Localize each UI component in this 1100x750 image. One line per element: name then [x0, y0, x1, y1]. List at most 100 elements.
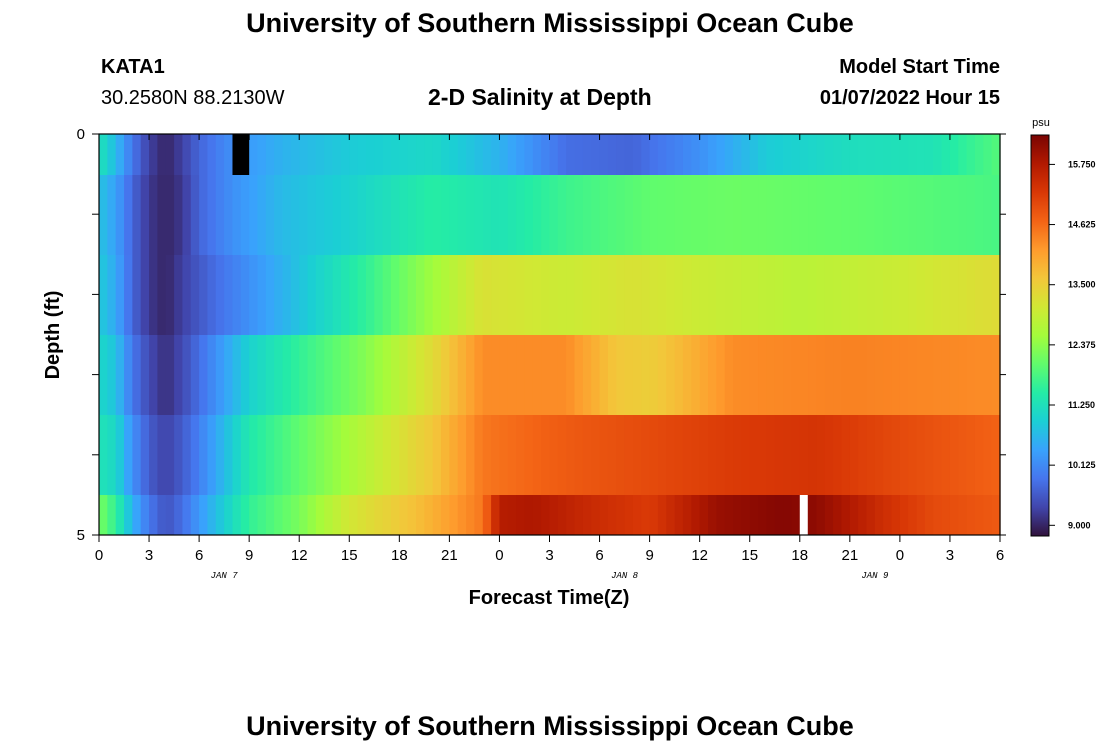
heatmap-cell — [190, 495, 200, 535]
heatmap-cell — [816, 415, 826, 495]
heatmap-cell — [657, 134, 667, 175]
heatmap-cell — [958, 255, 968, 335]
heatmap-cell — [641, 255, 651, 335]
station-id: KATA1 — [101, 56, 165, 78]
heatmap-cell — [349, 134, 359, 175]
heatmap-cell — [549, 255, 559, 335]
heatmap-cell — [708, 134, 717, 175]
heatmap-cell — [983, 415, 993, 495]
heatmap-cell — [399, 175, 409, 255]
heatmap-cell — [349, 175, 359, 255]
heatmap-cell — [933, 255, 943, 335]
heatmap-cell — [190, 175, 200, 255]
heatmap-cell — [416, 255, 425, 335]
heatmap-cell — [641, 335, 651, 415]
heatmap-cell — [641, 415, 651, 495]
heatmap-cell — [599, 415, 609, 495]
x-tick-label: 18 — [391, 547, 408, 564]
heatmap-cell — [149, 175, 158, 255]
heatmap-cell — [115, 495, 125, 535]
heatmap-cell — [741, 255, 751, 335]
heatmap-cell — [390, 175, 400, 255]
heatmap-cell — [733, 495, 742, 535]
heatmap-cell — [941, 175, 951, 255]
heatmap-cell — [332, 255, 342, 335]
heatmap-cell — [974, 134, 984, 175]
heatmap-cell — [799, 335, 809, 415]
heatmap-cell — [616, 335, 626, 415]
heatmap-cell — [265, 175, 275, 255]
heatmap-cell — [432, 175, 442, 255]
date-label: JAN 7 — [211, 571, 239, 581]
heatmap-cell — [657, 335, 667, 415]
heatmap-cell — [649, 175, 659, 255]
heatmap-cell — [682, 175, 692, 255]
colorbar — [1030, 134, 1050, 537]
heatmap-cell — [374, 335, 384, 415]
heatmap-cell — [574, 495, 584, 535]
heatmap-cell — [791, 175, 801, 255]
heatmap-cell — [207, 335, 217, 415]
heatmap-cell — [449, 134, 459, 175]
station-coordinates: 30.2580N 88.2130W — [101, 87, 285, 109]
heatmap-cell — [507, 134, 517, 175]
heatmap-cell — [916, 255, 926, 335]
heatmap-cell — [991, 335, 1001, 415]
heatmap-cell — [124, 495, 133, 535]
heatmap-cell — [641, 175, 651, 255]
heatmap-cell — [883, 134, 893, 175]
heatmap-cell — [124, 255, 133, 335]
heatmap-cell — [916, 134, 926, 175]
heatmap-cell — [591, 415, 601, 495]
heatmap-cell — [290, 335, 300, 415]
heatmap-cell — [899, 495, 909, 535]
heatmap-cell — [274, 415, 284, 495]
heatmap-cell — [616, 495, 626, 535]
heatmap-cell — [466, 175, 476, 255]
heatmap-cell — [507, 415, 517, 495]
heatmap-cell — [274, 335, 284, 415]
heatmap-cell — [149, 495, 158, 535]
heatmap-cell — [157, 495, 167, 535]
heatmap-cell — [941, 255, 951, 335]
heatmap-cell — [349, 415, 359, 495]
heatmap-cell — [457, 255, 467, 335]
heatmap-cell — [849, 335, 859, 415]
heatmap-cell — [866, 134, 876, 175]
heatmap-cell — [632, 255, 642, 335]
heatmap-cell — [441, 415, 450, 495]
heatmap-cell — [332, 335, 342, 415]
heatmap-cell — [883, 335, 893, 415]
heatmap-cell — [941, 134, 951, 175]
heatmap-cell — [574, 335, 584, 415]
chart-subtitle: 2-D Salinity at Depth — [428, 84, 652, 110]
heatmap-cell — [374, 495, 384, 535]
heatmap-cell — [224, 175, 234, 255]
colorbar-tick-label: 13.500 — [1068, 280, 1096, 290]
x-tick-label: 0 — [495, 547, 503, 564]
heatmap-cell — [716, 415, 726, 495]
heatmap-cell — [716, 175, 726, 255]
heatmap-cell — [507, 255, 517, 335]
heatmap-cell — [365, 335, 375, 415]
heatmap-cell — [524, 175, 534, 255]
heatmap-cell — [958, 415, 968, 495]
heatmap-cell — [274, 495, 284, 535]
heatmap-cell — [816, 134, 826, 175]
heatmap-cell — [482, 134, 492, 175]
missing-data-cells — [232, 134, 808, 535]
heatmap-cell — [741, 495, 751, 535]
heatmap-cell — [574, 134, 584, 175]
heatmap-cell — [557, 415, 567, 495]
heatmap-cell — [265, 134, 275, 175]
heatmap-cell — [499, 255, 509, 335]
heatmap-cell — [724, 134, 734, 175]
heatmap-cell — [382, 415, 392, 495]
heatmap-cell — [549, 495, 559, 535]
heatmap-cell — [215, 134, 225, 175]
heatmap-cell — [783, 415, 793, 495]
heatmap-cell — [307, 335, 317, 415]
heatmap-cell — [182, 255, 192, 335]
heatmap-cell — [416, 335, 425, 415]
